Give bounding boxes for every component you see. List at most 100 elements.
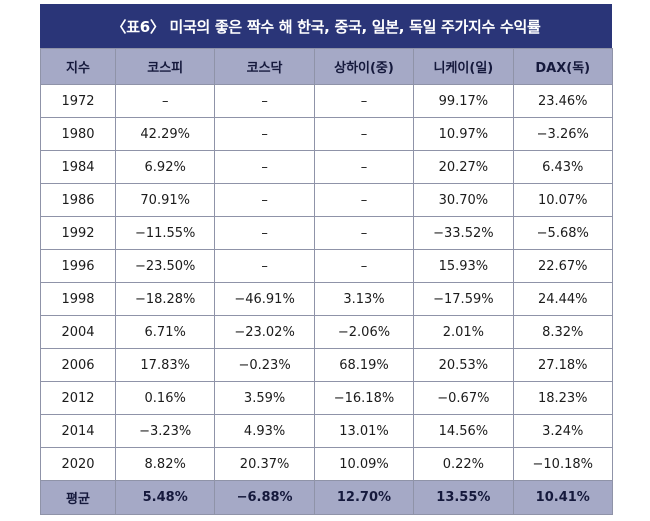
cell-kosdaq: – [214, 84, 315, 118]
cell-year: 1984 [40, 150, 116, 184]
cell-dax: 8.32% [512, 315, 613, 349]
average-kospi: 5.48% [114, 480, 216, 515]
cell-kospi: 6.92% [114, 150, 216, 184]
returns-table: 지수 코스피 코스닥 상하이(중) 니케이(일) DAX(독) 1972– – –9… [40, 48, 613, 515]
cell-shanghai: – [313, 216, 415, 250]
cell-kospi: 0.16% [114, 381, 216, 415]
cell-shanghai: 10.09% [313, 447, 415, 481]
cell-year: 2020 [40, 447, 116, 481]
cell-dax: −10.18% [512, 447, 613, 481]
cell-kosdaq: 4.93% [214, 414, 315, 448]
cell-year: 2014 [40, 414, 116, 448]
cell-shanghai: – [313, 183, 415, 217]
cell-kospi: 17.83% [114, 348, 216, 382]
column-header-dax: DAX(독) [512, 48, 613, 85]
cell-nikkei: 0.22% [413, 447, 514, 481]
table-row: 2020 8.82% 20.37% 10.09% 0.22% −10.18% [40, 447, 613, 481]
table-row: 1984 6.92% – –20.27% 6.43% [40, 150, 613, 184]
cell-kosdaq: 20.37% [214, 447, 315, 481]
cell-dax: 6.43% [512, 150, 613, 184]
average-label: 평균 [40, 480, 116, 515]
cell-shanghai: 3.13% [313, 282, 415, 316]
cell-dax: 27.18% [512, 348, 613, 382]
cell-shanghai: −2.06% [313, 315, 415, 349]
cell-year: 1992 [40, 216, 116, 250]
cell-nikkei: −17.59% [413, 282, 514, 316]
cell-shanghai: – [313, 249, 415, 283]
cell-nikkei: 30.70% [413, 183, 514, 217]
cell-nikkei: −33.52% [413, 216, 514, 250]
table-row: 1998 −18.28% −46.91% 3.13% −17.59% 24.44% [40, 282, 613, 316]
cell-dax: −5.68% [512, 216, 613, 250]
column-header-kosdaq: 코스닥 [214, 48, 315, 85]
cell-year: 1996 [40, 249, 116, 283]
cell-kospi: 6.71% [114, 315, 216, 349]
table-row: 2012 0.16% 3.59% −16.18% −0.67% 18.23% [40, 381, 613, 415]
table-row: 1980 42.29% – –10.97% −3.26% [40, 117, 613, 151]
returns-table-container: 〈표6〉 미국의 좋은 짝수 해 한국, 중국, 일본, 독일 주가지수 수익률… [40, 4, 613, 515]
cell-nikkei: 14.56% [413, 414, 514, 448]
cell-shanghai: – [313, 150, 415, 184]
cell-shanghai: 68.19% [313, 348, 415, 382]
cell-nikkei: −0.67% [413, 381, 514, 415]
cell-year: 1980 [40, 117, 116, 151]
cell-year: 1972 [40, 84, 116, 118]
cell-year: 2012 [40, 381, 116, 415]
cell-shanghai: −16.18% [313, 381, 415, 415]
cell-kosdaq: – [214, 249, 315, 283]
cell-shanghai: – [313, 117, 415, 151]
cell-kosdaq: – [214, 183, 315, 217]
cell-kospi: −23.50% [114, 249, 216, 283]
table-row: 2004 6.71% −23.02% −2.06% 2.01% 8.32% [40, 315, 613, 349]
average-dax: 10.41% [512, 480, 613, 515]
average-nikkei: 13.55% [413, 480, 514, 515]
cell-nikkei: 20.53% [413, 348, 514, 382]
table-row: 1972– – –99.17% 23.46% [40, 84, 613, 118]
table-row: 1992 −11.55% – – −33.52% −5.68% [40, 216, 613, 250]
cell-kosdaq: −23.02% [214, 315, 315, 349]
cell-kosdaq: 3.59% [214, 381, 315, 415]
cell-kosdaq: – [214, 216, 315, 250]
cell-kosdaq: −46.91% [214, 282, 315, 316]
table-row: 1996 −23.50% – –15.93% 22.67% [40, 249, 613, 283]
cell-dax: 10.07% [512, 183, 613, 217]
column-header-kospi: 코스피 [114, 48, 216, 85]
cell-dax: −3.26% [512, 117, 613, 151]
cell-nikkei: 2.01% [413, 315, 514, 349]
table-row: 1986 70.91% – –30.70% 10.07% [40, 183, 613, 217]
average-row: 평균 5.48% −6.88% 12.70% 13.55% 10.41% [40, 480, 613, 515]
cell-kospi: −18.28% [114, 282, 216, 316]
cell-kospi: 42.29% [114, 117, 216, 151]
header-row: 지수 코스피 코스닥 상하이(중) 니케이(일) DAX(독) [40, 48, 613, 85]
cell-year: 2004 [40, 315, 116, 349]
cell-kospi: 70.91% [114, 183, 216, 217]
cell-kosdaq: – [214, 150, 315, 184]
cell-nikkei: 99.17% [413, 84, 514, 118]
cell-shanghai: – [313, 84, 415, 118]
cell-kosdaq: −0.23% [214, 348, 315, 382]
cell-dax: 23.46% [512, 84, 613, 118]
cell-kosdaq: – [214, 117, 315, 151]
column-header-shanghai: 상하이(중) [313, 48, 415, 85]
cell-kospi: – [114, 84, 216, 118]
cell-year: 2006 [40, 348, 116, 382]
cell-nikkei: 10.97% [413, 117, 514, 151]
cell-dax: 24.44% [512, 282, 613, 316]
cell-dax: 3.24% [512, 414, 613, 448]
column-header-index: 지수 [40, 48, 116, 85]
table-row: 2014 −3.23% 4.93% 13.01% 14.56% 3.24% [40, 414, 613, 448]
table-title: 〈표6〉 미국의 좋은 짝수 해 한국, 중국, 일본, 독일 주가지수 수익률 [40, 4, 612, 48]
table-row: 2006 17.83% −0.23% 68.19% 20.53% 27.18% [40, 348, 613, 382]
cell-nikkei: 15.93% [413, 249, 514, 283]
cell-dax: 22.67% [512, 249, 613, 283]
average-kosdaq: −6.88% [214, 480, 315, 515]
cell-nikkei: 20.27% [413, 150, 514, 184]
cell-year: 1998 [40, 282, 116, 316]
column-header-nikkei: 니케이(일) [413, 48, 514, 85]
cell-kospi: −3.23% [114, 414, 216, 448]
cell-shanghai: 13.01% [313, 414, 415, 448]
table-body: 1972– – –99.17% 23.46% 1980 42.29% – –10.97% −3.… [40, 84, 613, 481]
average-shanghai: 12.70% [313, 480, 415, 515]
cell-kospi: −11.55% [114, 216, 216, 250]
cell-dax: 18.23% [512, 381, 613, 415]
